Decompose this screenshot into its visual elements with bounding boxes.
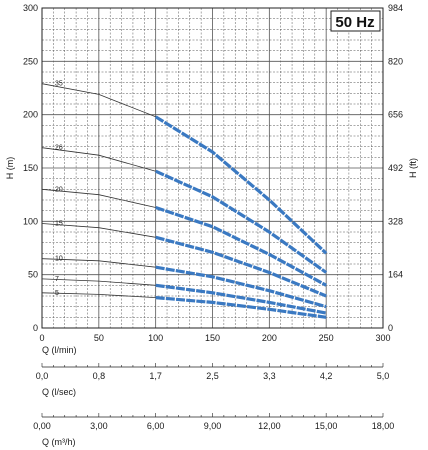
curve-label-10: 10: [55, 256, 63, 263]
curve-7: [155, 283, 327, 315]
x-tick-label: 300: [375, 333, 390, 343]
secondary-axis-tick-label: 0,8: [93, 371, 106, 381]
secondary-axis-tick-label: 0,0: [36, 371, 49, 381]
secondary-axis-tick-label: 5,0: [377, 371, 390, 381]
x-tick-label: 150: [205, 333, 220, 343]
y-tick-label-left: 100: [23, 216, 38, 226]
curves-group: [41, 83, 328, 319]
y-tick-label-left: 200: [23, 110, 38, 120]
y-tick-label-right: 820: [388, 56, 403, 66]
curve-labels-group: 35 26 20 15 10 7 5: [55, 81, 63, 297]
y-tick-label-right: 164: [388, 270, 403, 280]
secondary-axis-tick-label: 1,7: [149, 371, 162, 381]
y-tick-label-right: 328: [388, 216, 403, 226]
x-tick-label: 0: [39, 333, 44, 343]
secondary-axis-label: Q (m³/h): [42, 437, 76, 447]
grid-lines: [42, 8, 383, 328]
y-tick-label-left: 300: [23, 3, 38, 13]
secondary-axis-label: Q (l/sec): [42, 387, 76, 397]
secondary-axis-tick-label: 0,00: [33, 421, 51, 431]
secondary-axis-tick-label: 3,00: [90, 421, 108, 431]
x-tick-label: 200: [262, 333, 277, 343]
y-tick-label-right: 984: [388, 3, 403, 13]
curve-label-15: 15: [55, 220, 63, 227]
y-tick-label-left: 0: [33, 323, 38, 333]
secondary-axis-tick-label: 3,3: [263, 371, 276, 381]
curve-label-20: 20: [55, 186, 63, 193]
secondary-axis-tick-label: 15,00: [315, 421, 338, 431]
secondary-axis-tick-label: 9,00: [204, 421, 222, 431]
y-tick-label-left: 50: [28, 270, 38, 280]
secondary-axis-tick-label: 6,00: [147, 421, 165, 431]
curve-label-35: 35: [55, 81, 63, 88]
x-tick-label: 250: [319, 333, 334, 343]
y-tick-label-right: 492: [388, 163, 403, 173]
y-tick-label-left: 150: [23, 163, 38, 173]
curve-label-7: 7: [55, 276, 59, 283]
curve-10: [155, 265, 327, 309]
curve-15-extrapolated: [41, 223, 156, 238]
curve-5: [155, 296, 327, 319]
frequency-badge-box: [330, 10, 381, 32]
curve-15: [155, 235, 327, 298]
curve-label-5: 5: [55, 290, 59, 297]
secondary-axes-group: 0,0 0,8 1,7 2,5 3,3 4,2 5,0 Q (l/sec) 0,00 3,00 6,…: [33, 363, 394, 447]
secondary-axis-tick-label: 12,00: [258, 421, 281, 431]
curve-label-26: 26: [55, 145, 63, 152]
curve-20: [155, 205, 327, 287]
secondary-axis-tick-label: 2,5: [206, 371, 219, 381]
plot-frame: [41, 7, 384, 329]
frequency-badge: 50 Hz: [335, 14, 374, 31]
secondary-axis-tick-label: 4,2: [320, 371, 333, 381]
x-tick-label: 50: [94, 333, 104, 343]
curve-20-extrapolated: [41, 188, 156, 208]
secondary-axis-tick-label: 18,00: [372, 421, 395, 431]
curve-35-extrapolated: [41, 83, 156, 118]
curve-5-extrapolated: [41, 292, 156, 298]
curve-7-extrapolated: [41, 278, 156, 286]
x-axis-label-primary: Q (l/min): [42, 345, 77, 355]
axis-ticks-group: 0 50 100 150 200 250 3000501001502002503000164…: [23, 3, 403, 343]
curve-26: [155, 169, 328, 274]
curve-26-extrapolated: [41, 147, 156, 172]
curve-10-extrapolated: [41, 258, 156, 268]
x-tick-label: 100: [148, 333, 163, 343]
y-tick-label-left: 250: [23, 56, 38, 66]
y-axis-label-right: H (ft): [408, 158, 418, 178]
y-axis-label-left: H (m): [5, 157, 15, 180]
curve-35: [154, 115, 328, 255]
y-tick-label-right: 0: [388, 323, 393, 333]
y-tick-label-right: 656: [388, 110, 403, 120]
